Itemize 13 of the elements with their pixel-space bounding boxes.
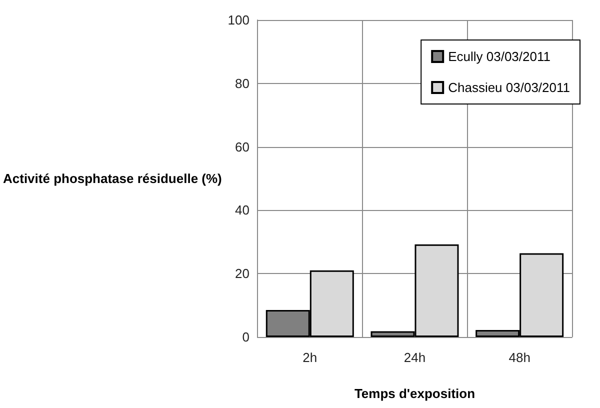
y-tick-label: 40 [235, 202, 250, 218]
x-tick-label: 24h [404, 350, 426, 365]
x-tick-label: 2h [302, 350, 318, 365]
x-axis-title: Temps d'exposition [354, 386, 476, 401]
y-tick-label: 0 [242, 330, 250, 344]
x-tick-label: 48h [508, 350, 530, 365]
legend-label: Chassieu 03/03/2011 [448, 80, 570, 95]
y-tick-label: 20 [235, 266, 250, 282]
y-tick-label: 80 [235, 76, 250, 91]
y-tick-label: 60 [235, 139, 250, 154]
legend-label: Ecully 03/03/2011 [448, 49, 550, 64]
y-axis-title: Activité phosphatase résiduelle (%) [2, 171, 222, 186]
y-tick-label: 100 [228, 12, 250, 28]
